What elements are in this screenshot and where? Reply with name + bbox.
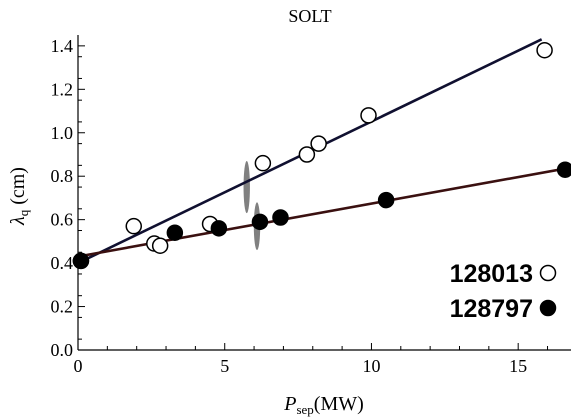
y-tick-label: 0.2 bbox=[51, 297, 74, 317]
point-128797 bbox=[556, 161, 571, 178]
legend-marker-128013 bbox=[539, 264, 557, 282]
point-128013 bbox=[536, 41, 553, 59]
y-tick-label: 0.4 bbox=[51, 253, 74, 273]
axes: 0 5 10 15 0.0 0.2 0.4 0.6 0.8 1.0 1.2 1.4 bbox=[51, 35, 571, 376]
legend-label-128797: 128797 bbox=[450, 295, 533, 323]
point-128797 bbox=[272, 209, 289, 226]
point-128013 bbox=[360, 107, 377, 124]
point-128013 bbox=[151, 237, 169, 254]
x-axis-label-sub: sep bbox=[296, 402, 313, 417]
y-axis-label: λq (cm) bbox=[7, 167, 31, 226]
x-axis-label: Psep(MW) bbox=[283, 393, 364, 417]
x-axis-label-main: P bbox=[283, 393, 296, 415]
chart-title: SOLT bbox=[288, 6, 331, 26]
y-axis-label-sub: q bbox=[16, 209, 31, 216]
x-tick-label: 0 bbox=[74, 356, 83, 376]
y-tick-label: 0.0 bbox=[51, 340, 74, 360]
error-bar bbox=[243, 161, 250, 214]
x-tick-label: 15 bbox=[509, 356, 527, 376]
point-128797 bbox=[377, 191, 395, 209]
y-axis-label-unit: (cm) bbox=[7, 167, 29, 210]
point-128797 bbox=[72, 252, 90, 270]
legend-label-128013: 128013 bbox=[450, 260, 533, 288]
point-128013 bbox=[310, 135, 327, 152]
legend-marker-128797 bbox=[539, 299, 557, 317]
y-tick-label: 1.4 bbox=[51, 36, 74, 56]
legend: 128013 128797 bbox=[450, 260, 557, 323]
plot-area bbox=[72, 38, 571, 270]
y-tick-label: 0.6 bbox=[51, 210, 74, 230]
point-128013 bbox=[298, 146, 316, 163]
point-128013 bbox=[254, 154, 272, 172]
point-128797 bbox=[210, 220, 228, 237]
y-tick-label: 1.2 bbox=[51, 79, 74, 99]
x-tick-label: 5 bbox=[220, 356, 229, 376]
x-tick-label: 10 bbox=[362, 356, 380, 376]
y-tick-label: 1.0 bbox=[51, 123, 74, 143]
x-axis-label-unit: (MW) bbox=[314, 393, 364, 415]
y-axis-label-main: λ bbox=[7, 216, 29, 226]
point-128797 bbox=[251, 213, 269, 231]
point-128797 bbox=[166, 224, 184, 241]
y-tick-label: 0.8 bbox=[51, 166, 74, 186]
point-128013 bbox=[125, 217, 143, 235]
